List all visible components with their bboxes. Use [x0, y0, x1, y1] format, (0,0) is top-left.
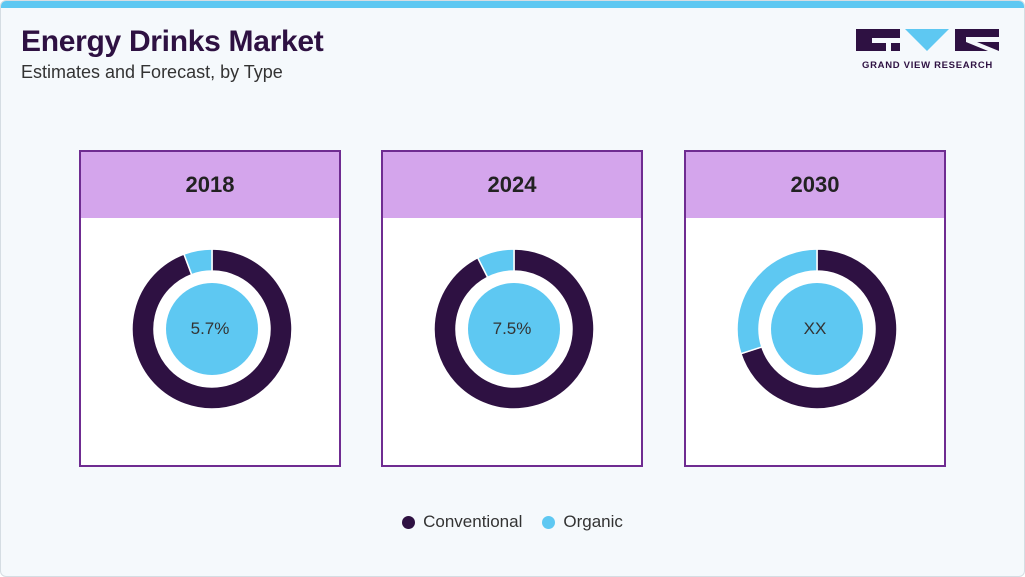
panel-year-2024: 2024 — [383, 152, 641, 218]
donut-slice-organic-2018 — [182, 249, 213, 276]
legend-label-conventional: Conventional — [423, 512, 523, 531]
page-subtitle: Estimates and Forecast, by Type — [21, 62, 283, 82]
donut-panel-2030: 2030 XX — [684, 150, 946, 467]
donut-slice-conventional-2018 — [132, 249, 292, 409]
donut-chart-2030 — [737, 249, 897, 409]
grand-view-research-logo: GRAND VIEW RESEARCH — [856, 29, 999, 73]
donut-slice-organic-2030 — [737, 249, 818, 355]
donut-chart-2024 — [434, 249, 594, 409]
center-value-2024: 7.5% — [492, 319, 532, 338]
chart-legend: Conventional Organic — [1, 512, 1024, 532]
gvr-logo-icon — [856, 29, 999, 51]
panel-year-2030: 2030 — [686, 152, 944, 218]
page-title: Energy Drinks Market — [21, 25, 324, 58]
top-accent-bar — [1, 1, 1024, 8]
donut-chart-2018 — [132, 249, 292, 409]
panel-year-2018: 2018 — [81, 152, 339, 218]
legend-label-organic: Organic — [563, 512, 623, 531]
center-value-2030: XX — [803, 319, 827, 338]
logo-text: GRAND VIEW RESEARCH — [861, 60, 993, 71]
donut-center-circle-2018 — [166, 283, 258, 375]
donut-center-circle-2030 — [771, 283, 863, 375]
center-value-2018: 5.7% — [190, 319, 230, 338]
donut-slice-conventional-2024 — [434, 249, 594, 409]
legend-item-conventional: Conventional — [402, 512, 522, 532]
legend-item-organic: Organic — [542, 512, 623, 532]
legend-swatch-organic — [542, 515, 556, 529]
donut-slice-organic-2024 — [476, 249, 515, 279]
donut-panel-2024: 2024 7.5% — [381, 150, 643, 467]
legend-swatch-conventional — [402, 515, 416, 529]
donut-center-circle-2024 — [468, 283, 560, 375]
donut-panel-2018: 2018 5.7% — [79, 150, 341, 467]
donut-slice-conventional-2030 — [739, 249, 897, 409]
